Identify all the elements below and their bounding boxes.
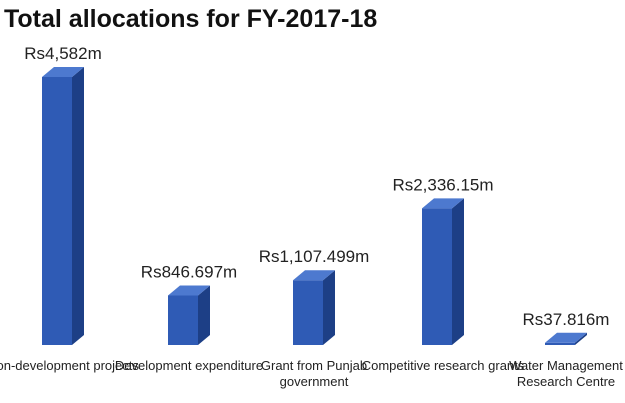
category-label-2: Development expenditure: [115, 358, 263, 373]
value-label-4: Rs2,336.15m: [392, 175, 493, 194]
bar-side-3: [323, 270, 335, 345]
category-label-4: Competitive research grants: [362, 358, 525, 373]
category-label-5-line-1: Water Management: [509, 358, 623, 373]
bar-5: [545, 342, 575, 345]
bar-4: [422, 208, 452, 345]
category-label-5-line-2: Research Centre: [517, 374, 615, 389]
value-label-2: Rs846.697m: [141, 262, 237, 281]
bar-2: [168, 295, 198, 345]
bar-side-5: [575, 332, 587, 345]
bar-top-3: [293, 270, 335, 281]
value-label-5: Rs37.816m: [523, 310, 610, 329]
bar-side-1: [72, 67, 84, 345]
bar-side-2: [198, 285, 210, 345]
bar-top-5: [545, 332, 587, 343]
category-label-1: Non-development projects: [0, 358, 139, 373]
category-label-3-line-1: Grant from Punjab: [261, 358, 367, 373]
value-label-3: Rs1,107.499m: [259, 247, 370, 266]
bar-3: [293, 280, 323, 345]
bar-1: [42, 77, 72, 345]
bar-top-1: [42, 67, 84, 77]
value-label-1: Rs4,582m: [24, 44, 101, 63]
bars-layer: Rs4,582m Non-development projects Rs846.69…: [0, 44, 623, 389]
bar-top-2: [168, 285, 210, 296]
bar-top-4: [422, 198, 464, 209]
bar-side-4: [452, 198, 464, 345]
category-label-3-line-2: government: [280, 374, 349, 389]
chart-title: Total allocations for FY-2017-18: [4, 5, 377, 33]
